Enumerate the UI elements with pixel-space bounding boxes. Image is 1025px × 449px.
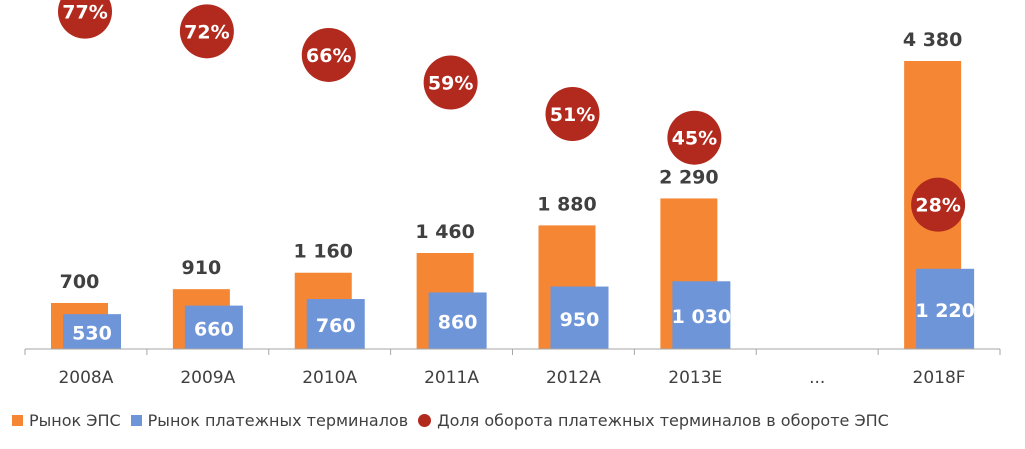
eps-label-2: 1 160 [294, 241, 354, 263]
legend-swatch-eps [12, 414, 23, 426]
terminal-label-0: 530 [72, 323, 112, 345]
eps-label-0: 700 [60, 271, 100, 293]
legend-label-terminals: Рынок платежных терминалов [147, 410, 409, 430]
legend-item-share: Доля оборота платежных терминалов в обор… [418, 411, 889, 430]
legend-swatch-terminals [130, 414, 142, 426]
category-label-7: 2018F [913, 368, 966, 388]
share-label-1: 72% [184, 21, 229, 43]
share-label-3: 59% [428, 73, 473, 95]
terminal-label-7: 1 220 [915, 300, 975, 322]
legend-label-share: Доля оборота платежных терминалов в обор… [437, 410, 889, 430]
share-circle-2 [301, 27, 356, 82]
share-label-0: 77% [62, 2, 107, 24]
category-label-1: 2009A [180, 368, 235, 388]
eps-label-1: 910 [182, 257, 222, 279]
share-circle-3 [423, 55, 478, 110]
terminal-label-4: 950 [560, 309, 600, 331]
category-label-6: ... [809, 368, 825, 388]
share-label-7: 28% [915, 195, 960, 217]
bars-group [51, 61, 975, 349]
eps-label-5: 2 290 [659, 166, 719, 188]
terminal-bar-4 [550, 286, 609, 349]
share-label-5: 45% [672, 128, 717, 150]
terminal-bar-0 [63, 314, 121, 349]
category-label-4: 2012A [546, 368, 601, 388]
share-circle-4 [545, 87, 600, 142]
share-circle-1 [179, 4, 234, 59]
legend-label-eps: Рынок ЭПС [29, 410, 121, 430]
terminal-label-5: 1 030 [672, 306, 732, 328]
eps-label-4: 1 880 [537, 193, 597, 215]
share-label-4: 51% [550, 104, 595, 126]
eps-label-3: 1 460 [415, 221, 475, 243]
legend-item-eps: Рынок ЭПС [12, 411, 121, 430]
eps-label-7: 4 380 [903, 29, 963, 51]
chart: 700 530 77% 2008A 910 660 72% 2009A 1 160 760 66% 2… [24, 0, 1001, 388]
terminal-label-2: 760 [316, 315, 356, 337]
terminal-bar-7 [916, 268, 975, 349]
terminal-label-1: 660 [194, 318, 234, 340]
share-circle-0 [58, 0, 112, 39]
category-label-5: 2013E [668, 368, 722, 388]
share-label-2: 66% [306, 45, 351, 67]
terminal-bar-5 [672, 281, 731, 349]
terminal-bar-2 [306, 299, 365, 349]
legend-swatch-share [418, 413, 432, 427]
terminal-bar-3 [428, 292, 487, 349]
category-label-3: 2011A [424, 368, 479, 388]
terminal-label-3: 860 [438, 312, 478, 334]
share-circle-7 [911, 177, 966, 232]
legend: Рынок ЭПС Рынок платежных терминалов Дол… [12, 407, 899, 433]
category-label-0: 2008A [58, 368, 113, 388]
share-circle-5 [667, 110, 722, 165]
legend-item-terminals: Рынок платежных терминалов [130, 410, 409, 430]
terminal-bar-1 [184, 305, 243, 349]
category-label-2: 2010A [302, 368, 357, 388]
